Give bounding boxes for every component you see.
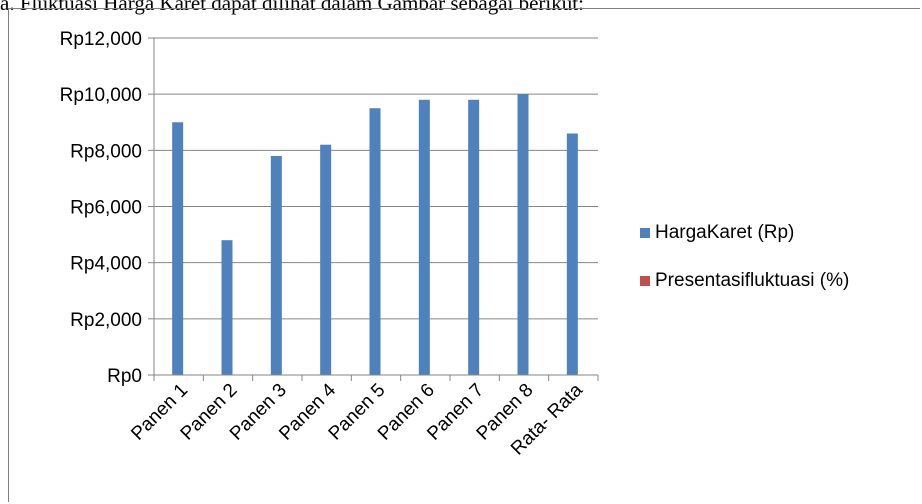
legend-swatch <box>640 228 650 238</box>
bar <box>320 144 332 375</box>
legend-label: Presentasifluktuasi (%) <box>655 270 849 291</box>
y-tick-label: Rp12,000 <box>60 29 142 50</box>
bar <box>221 240 233 375</box>
bar <box>172 122 184 375</box>
y-tick-label: Rp6,000 <box>70 198 142 219</box>
bar <box>369 108 381 375</box>
axes <box>153 38 599 381</box>
y-tick-label: Rp8,000 <box>70 141 142 162</box>
bar <box>418 99 430 376</box>
figure-caption: a. Fluktuasi Harga Karet dapat dilihat d… <box>0 0 584 15</box>
y-tick-label: Rp4,000 <box>70 254 142 275</box>
bar <box>566 133 578 375</box>
bar <box>517 94 529 376</box>
legend: HargaKaret (Rp) Presentasifluktuasi (%) <box>640 222 849 291</box>
y-tick-label: Rp0 <box>107 366 142 387</box>
legend-swatch <box>640 276 650 286</box>
legend-label: HargaKaret (Rp) <box>655 222 794 243</box>
bars <box>172 94 578 376</box>
y-tick-label: Rp10,000 <box>60 85 142 106</box>
bar <box>270 155 282 375</box>
bar <box>468 99 480 376</box>
y-tick-label: Rp2,000 <box>70 310 142 331</box>
chart-frame <box>8 8 920 502</box>
y-axis-tick-labels: Rp0 Rp2,000 Rp4,000 Rp6,000 Rp8,000 Rp10,000 R… <box>60 29 142 387</box>
